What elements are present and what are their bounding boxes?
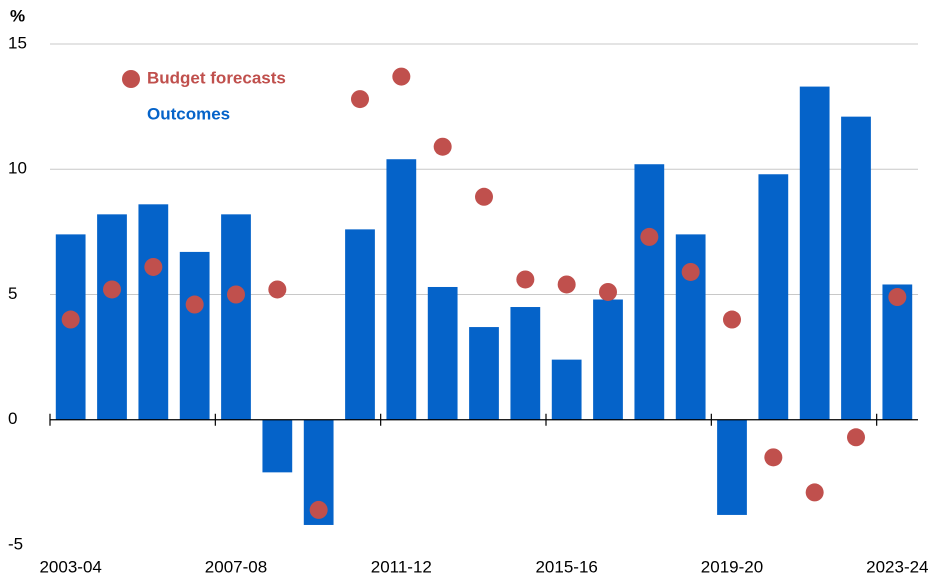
dot — [681, 262, 700, 281]
x-tick-label: 2011-12 — [371, 557, 432, 576]
dot — [599, 282, 617, 301]
x-tick-label: 2007-08 — [205, 557, 267, 576]
dot — [392, 67, 411, 86]
bar — [717, 419, 747, 515]
legend-label: Budget forecasts — [147, 68, 286, 87]
x-tick-label: 2003-04 — [39, 557, 101, 576]
bar — [179, 251, 210, 420]
dot — [723, 310, 741, 329]
y-tick-label: -5 — [8, 534, 23, 553]
bar — [758, 174, 789, 420]
bar — [675, 234, 706, 420]
dot — [309, 500, 328, 519]
y-tick-label: 10 — [8, 159, 27, 178]
bar — [345, 229, 375, 420]
bar — [221, 214, 251, 420]
dot — [103, 280, 121, 299]
legend-dot — [122, 70, 140, 88]
x-tick-label: 2019-20 — [701, 557, 763, 576]
bar — [469, 327, 499, 420]
dot — [61, 310, 80, 329]
dot — [144, 257, 163, 276]
x-tick-label: 2023-24 — [866, 557, 928, 576]
dot — [640, 227, 659, 246]
bar — [386, 159, 417, 420]
y-tick-label: 15 — [8, 33, 27, 52]
dot — [764, 448, 783, 467]
x-tick-label: 2015-16 — [535, 557, 597, 576]
y-axis-label: % — [10, 6, 25, 25]
bar — [593, 299, 623, 420]
dot — [516, 270, 535, 289]
bar — [97, 214, 127, 420]
dot — [557, 275, 576, 294]
dot — [351, 90, 369, 109]
bar — [634, 164, 665, 420]
bar — [841, 116, 871, 420]
dot — [847, 428, 865, 447]
bar — [799, 86, 830, 420]
dot — [433, 137, 452, 156]
dot — [888, 288, 907, 307]
bar — [510, 307, 541, 420]
bar — [262, 419, 293, 473]
bar — [882, 284, 913, 420]
bar — [427, 286, 458, 420]
y-tick-label: 0 — [8, 409, 17, 428]
y-tick-label: 5 — [8, 284, 17, 303]
bar — [551, 359, 582, 420]
dot — [475, 187, 493, 206]
bar — [138, 204, 169, 420]
dot — [805, 483, 824, 502]
dot — [268, 280, 287, 299]
dot — [185, 295, 204, 314]
legend-label: Outcomes — [147, 104, 230, 123]
dot — [227, 285, 245, 304]
